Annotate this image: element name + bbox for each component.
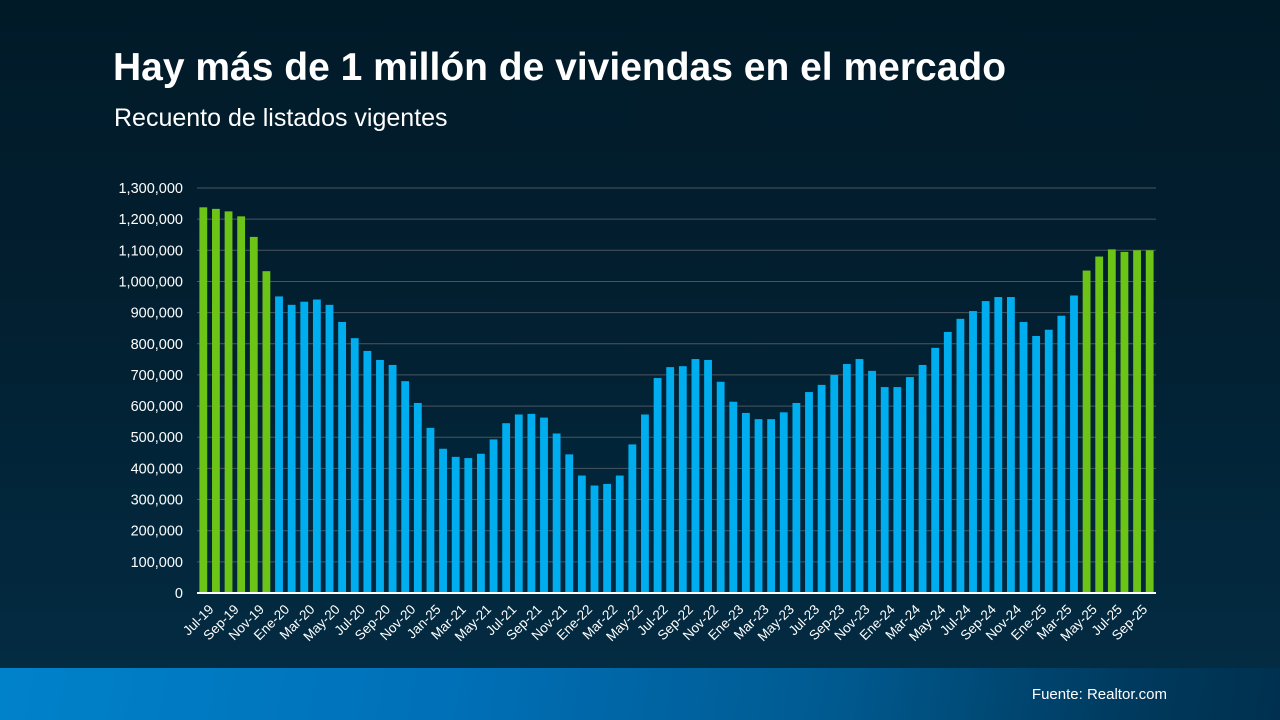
bar-mar-20: Mar-20: 935,000 (300, 301, 309, 593)
y-tick-label: 300,000 (131, 493, 183, 509)
bar-dec-23: Dec-23: 713,000 (868, 370, 876, 593)
y-tick-label: 600,000 (131, 399, 183, 415)
y-tick-label: 900,000 (131, 306, 183, 322)
bar-sep-22: Sep-22: 728,000 (678, 366, 687, 593)
bar-mar-21: Mar-21: 437,000 (451, 456, 460, 593)
bar-aug-19: Aug-19: 1,233,000 (212, 208, 220, 593)
bar-dec-20: Dec-20: 610,000 (413, 402, 422, 593)
bar-mar-25: Mar-25: 890,000 (1057, 315, 1066, 593)
bar-dec-22: Dec-22: 678,000 (716, 381, 725, 593)
y-tick-label: 100,000 (131, 555, 183, 571)
y-axis: 0 100,000 200,000 300,000 400,000 500,000 600,… (118, 181, 183, 602)
bar-feb-25: Feb-25: 845,000 (1044, 329, 1053, 593)
bar-jul-20: Jul-20: 818,000 (350, 338, 359, 593)
bar-aug-25: Aug-25: 1,095,000 (1120, 251, 1129, 593)
bar-sep-24: Sep-24: 937,000 (981, 301, 990, 593)
bar-dec-19: Dec-19: 1,033,000 (262, 271, 271, 593)
bar-jul-21: Jul-21: 545,000 (502, 423, 511, 593)
bar-aug-23: Aug-23: 668,000 (817, 384, 826, 593)
bar-nov-24: Nov-24: 950,000 (1006, 297, 1015, 593)
bar-aug-24: Aug-24: 905,000 (969, 311, 977, 593)
bar-nov-19: Nov-19: 1,143,000 (249, 236, 258, 593)
bar-may-23: May-23: 580,000 (779, 412, 788, 593)
bar-oct-24: Oct-24: 950,000 (994, 297, 1003, 593)
source-credit: Fuente: Realtor.com (1031, 686, 1167, 703)
bar-ene-20: Ene-20: 952,000 (275, 296, 283, 593)
bar-ene-22: Ene-22: 377,000 (577, 475, 586, 593)
bar-nov-22: Nov-22: 748,000 (704, 359, 712, 593)
bar-ene-24: Ene-24: 661,000 (880, 387, 889, 593)
bar-nov-23: Nov-23: 751,000 (855, 359, 864, 593)
bar-dec-21: Dec-21: 445,000 (565, 454, 574, 593)
bar-jun-22: Jun-22: 573,000 (641, 414, 649, 593)
bar-dec-24: Dec-24: 870,000 (1019, 321, 1028, 593)
bar-oct-25: Oct-25: 1,100,000 (1145, 250, 1154, 593)
y-tick-label: 1,100,000 (118, 243, 183, 259)
bar-feb-24: Feb-24: 661,000 (893, 387, 902, 593)
bar-may-25: May-25: 1,035,000 (1082, 270, 1091, 593)
bar-nov-21: Nov-21: 512,000 (552, 433, 561, 593)
bar-sep-19: Sep-19: 1,225,000 (224, 211, 233, 593)
bar-oct-23: Oct-23: 735,000 (842, 364, 851, 593)
footer-band (0, 668, 1280, 720)
bar-jul-25: Jul-25: 1,103,000 (1107, 249, 1116, 593)
bar-ene-21: Ene-21: 530,000 (426, 427, 435, 593)
y-tick-label: 700,000 (131, 368, 183, 384)
bar-feb-21: Feb-21: 463,000 (439, 448, 447, 593)
bar-mar-24: Mar-24: 693,000 (906, 377, 914, 593)
bar-jul-19: Jul-19: 1,238,000 (199, 207, 208, 593)
bar-aug-22: Aug-22: 725,000 (666, 367, 675, 593)
y-tick-label: 1,300,000 (118, 181, 183, 197)
bar-may-20: May-20: 925,000 (325, 304, 334, 593)
bar-oct-22: Oct-22: 751,000 (691, 359, 700, 593)
bar-jun-21: Jun-21: 493,000 (489, 439, 498, 593)
bar-sep-23: Sep-23: 700,000 (830, 374, 839, 593)
bar-apr-24: Apr-24: 732,000 (918, 364, 927, 593)
active-listings-bar-chart: 0 100,000 200,000 300,000 400,000 500,000 600,… (118, 181, 1156, 644)
bar-aug-21: Aug-21: 573,000 (514, 414, 523, 593)
bar-feb-23: Feb-23: 578,000 (741, 412, 750, 593)
bar-sep-21: Sep-21: 575,000 (527, 413, 536, 593)
bar-jun-24: Jun-24: 838,000 (943, 331, 952, 593)
bar-apr-22: Apr-22: 377,000 (615, 475, 624, 593)
y-tick-label: 400,000 (131, 461, 183, 477)
bar-jul-23: Jul-23: 645,000 (805, 392, 813, 593)
y-tick-label: 800,000 (131, 337, 183, 353)
bar-oct-21: Oct-21: 563,000 (540, 417, 548, 593)
bar-apr-25: Apr-25: 955,000 (1070, 295, 1078, 593)
bar-apr-20: Apr-20: 942,000 (312, 299, 321, 593)
bar-jun-25: Jun-25: 1,080,000 (1095, 256, 1104, 593)
y-tick-label: 1,000,000 (118, 274, 183, 290)
bar-mar-22: Mar-22: 350,000 (603, 483, 612, 593)
bars: Jul-19: 1,238,000 Aug-19: 1,233,000 Sep-19… (199, 207, 1154, 593)
chart-title: Hay más de 1 millón de viviendas en el m… (113, 46, 1007, 89)
bar-may-22: May-22: 477,000 (628, 444, 637, 593)
bar-may-24: May-24: 787,000 (931, 347, 940, 593)
bar-apr-21: Apr-21: 433,000 (464, 458, 473, 593)
y-tick-label: 0 (175, 586, 183, 602)
y-tick-label: 200,000 (131, 524, 183, 540)
bar-apr-23: Apr-23: 558,000 (767, 419, 776, 593)
bar-feb-22: Feb-22: 345,000 (590, 485, 599, 593)
bar-jul-24: Jul-24: 880,000 (956, 318, 965, 593)
bar-jun-23: Jun-23: 610,000 (792, 402, 801, 593)
y-tick-label: 500,000 (131, 430, 183, 446)
bar-sep-25: Sep-25: 1,100,000 (1133, 250, 1141, 593)
chart-subtitle: Recuento de listados vigentes (114, 104, 448, 132)
bar-may-21: May-21: 447,000 (477, 453, 485, 593)
y-tick-label: 1,200,000 (118, 212, 183, 228)
bar-mar-23: Mar-23: 558,000 (754, 419, 763, 593)
x-axis: Jul-19Sep-19Nov-19Ene-20Mar-20May-20Jul-… (180, 601, 1150, 644)
bar-oct-20: Oct-20: 732,000 (388, 364, 397, 593)
bar-jul-22: Jul-22: 690,000 (653, 378, 662, 593)
bar-ene-23: Ene-23: 614,000 (729, 401, 738, 593)
bar-aug-20: Aug-20: 777,000 (363, 350, 372, 593)
bar-ene-25: Ene-25: 825,000 (1032, 335, 1041, 593)
bar-sep-20: Sep-20: 748,000 (376, 359, 384, 593)
bar-feb-20: Feb-20: 925,000 (287, 304, 296, 593)
bar-nov-20: Nov-20: 680,000 (401, 381, 410, 593)
bar-oct-19: Oct-19: 1,209,000 (237, 216, 246, 593)
bar-jun-20: Jun-20: 870,000 (338, 321, 347, 593)
